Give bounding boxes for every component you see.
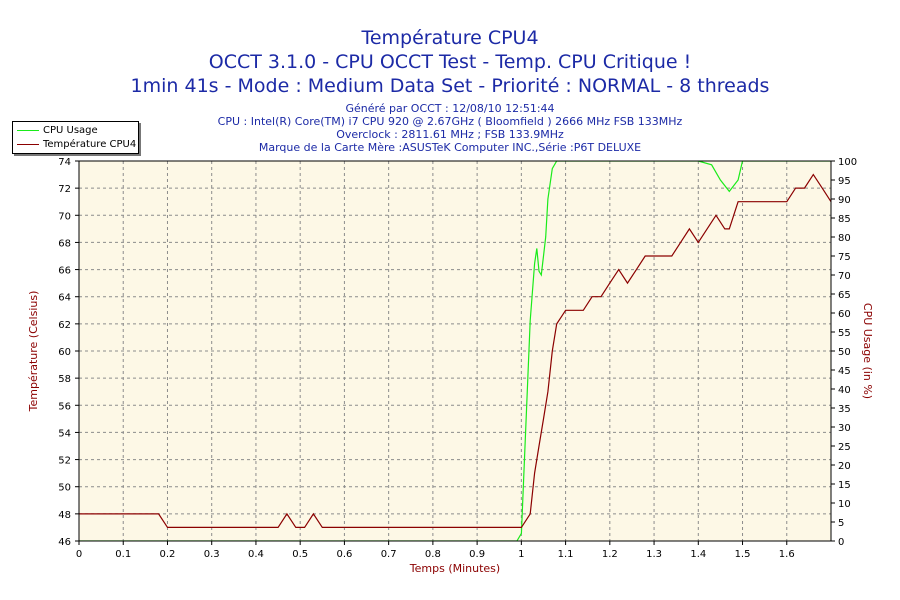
x-tick-label: 0.5 (292, 549, 308, 560)
x-tick-label: 0.1 (115, 549, 131, 560)
legend-item-cpu-usage: CPU Usage (17, 123, 98, 137)
legend-label-temperature: Température CPU4 (43, 138, 137, 150)
y-right-tick-label: 10 (838, 499, 851, 510)
y-left-tick-label: 62 (58, 320, 71, 331)
y-right-tick-label: 100 (838, 157, 857, 168)
y-axis-right-label: CPU Usage (in %) (861, 303, 874, 399)
series-line-temperature (79, 173, 831, 529)
x-tick-label: 1.4 (690, 549, 706, 560)
y-left-tick-label: 72 (58, 184, 71, 195)
legend-item-temperature: Température CPU4 (17, 137, 136, 151)
y-left-tick-label: 54 (58, 428, 71, 439)
x-tick-label: 0.6 (336, 549, 352, 560)
grid-lines (79, 161, 831, 541)
x-tick-label: 0.3 (204, 549, 220, 560)
y-right-tick-label: 50 (838, 347, 851, 358)
legend-swatch-cpu-usage (17, 129, 39, 131)
y-left-tick-label: 74 (58, 157, 71, 168)
x-tick-label: 0 (76, 549, 82, 560)
legend-label-cpu-usage: CPU Usage (43, 124, 98, 136)
y-right-tick-label: 30 (838, 423, 851, 434)
y-axis-left-label: Température (Celsius) (27, 291, 40, 413)
y-right-tick-label: 65 (838, 290, 851, 301)
y-right-tick-label: 35 (838, 404, 851, 415)
y-right-tick-label: 40 (838, 385, 851, 396)
series-line-cpu-usage (79, 161, 831, 541)
info-motherboard: Marque de la Carte Mère :ASUSTeK Compute… (258, 141, 642, 154)
y-left-tick-label: 66 (58, 266, 71, 277)
x-tick-label: 0.7 (381, 549, 397, 560)
y-right-tick-label: 20 (838, 461, 851, 472)
y-right-tick-label: 5 (838, 518, 844, 529)
axis-ticks: 0 0.1 0.2 0.3 0.4 0.5 0.6 0.7 0.8 0.9 1 1.1 1.2 1.3 1.… (58, 157, 857, 560)
y-left-tick-label: 46 (58, 537, 71, 548)
x-tick-label: 1.2 (602, 549, 618, 560)
y-right-tick-label: 75 (838, 252, 851, 263)
y-right-tick-label: 0 (838, 537, 844, 548)
y-right-tick-label: 80 (838, 233, 851, 244)
y-right-tick-label: 95 (838, 176, 851, 187)
y-right-tick-label: 15 (838, 480, 851, 491)
y-left-tick-label: 70 (58, 211, 71, 222)
x-tick-label: 1.1 (558, 549, 574, 560)
x-tick-label: 1.5 (735, 549, 751, 560)
x-tick-label: 0.8 (425, 549, 441, 560)
y-right-tick-label: 55 (838, 328, 851, 339)
y-right-tick-label: 60 (838, 309, 851, 320)
chart-legend: CPU Usage Température CPU4 (12, 121, 139, 154)
y-left-tick-label: 58 (58, 374, 71, 385)
info-cpu: CPU : Intel(R) Core(TM) i7 CPU 920 @ 2.6… (217, 115, 683, 128)
y-left-tick-label: 50 (58, 483, 71, 494)
y-left-tick-label: 52 (58, 456, 71, 467)
x-tick-label: 0.2 (160, 549, 176, 560)
chart-subtitle-test: OCCT 3.1.0 - CPU OCCT Test - Temp. CPU C… (208, 51, 692, 73)
x-tick-label: 1 (518, 549, 524, 560)
chart-title: Température CPU4 (361, 27, 539, 49)
x-tick-label: 0.9 (469, 549, 485, 560)
y-right-tick-label: 85 (838, 214, 851, 225)
y-right-tick-label: 25 (838, 442, 851, 453)
y-right-tick-label: 70 (838, 271, 851, 282)
chart-subtitle-mode: 1min 41s - Mode : Medium Data Set - Prio… (130, 75, 770, 97)
y-left-tick-label: 68 (58, 238, 71, 249)
info-generated: Généré par OCCT : 12/08/10 12:51:44 (345, 102, 555, 115)
y-right-tick-label: 45 (838, 366, 851, 377)
info-overclock: Overclock : 2811.61 MHz ; FSB 133.9MHz (336, 128, 564, 141)
data-series (79, 161, 831, 541)
x-tick-label: 1.3 (646, 549, 662, 560)
x-tick-label: 0.4 (248, 549, 264, 560)
y-left-tick-label: 48 (58, 510, 71, 521)
y-left-tick-label: 56 (58, 401, 71, 412)
legend-swatch-temperature (17, 143, 39, 145)
y-left-tick-label: 60 (58, 347, 71, 358)
x-tick-label: 1.6 (779, 549, 795, 560)
y-left-tick-label: 64 (58, 293, 71, 304)
x-axis-label: Temps (Minutes) (409, 562, 500, 575)
y-right-tick-label: 90 (838, 195, 851, 206)
